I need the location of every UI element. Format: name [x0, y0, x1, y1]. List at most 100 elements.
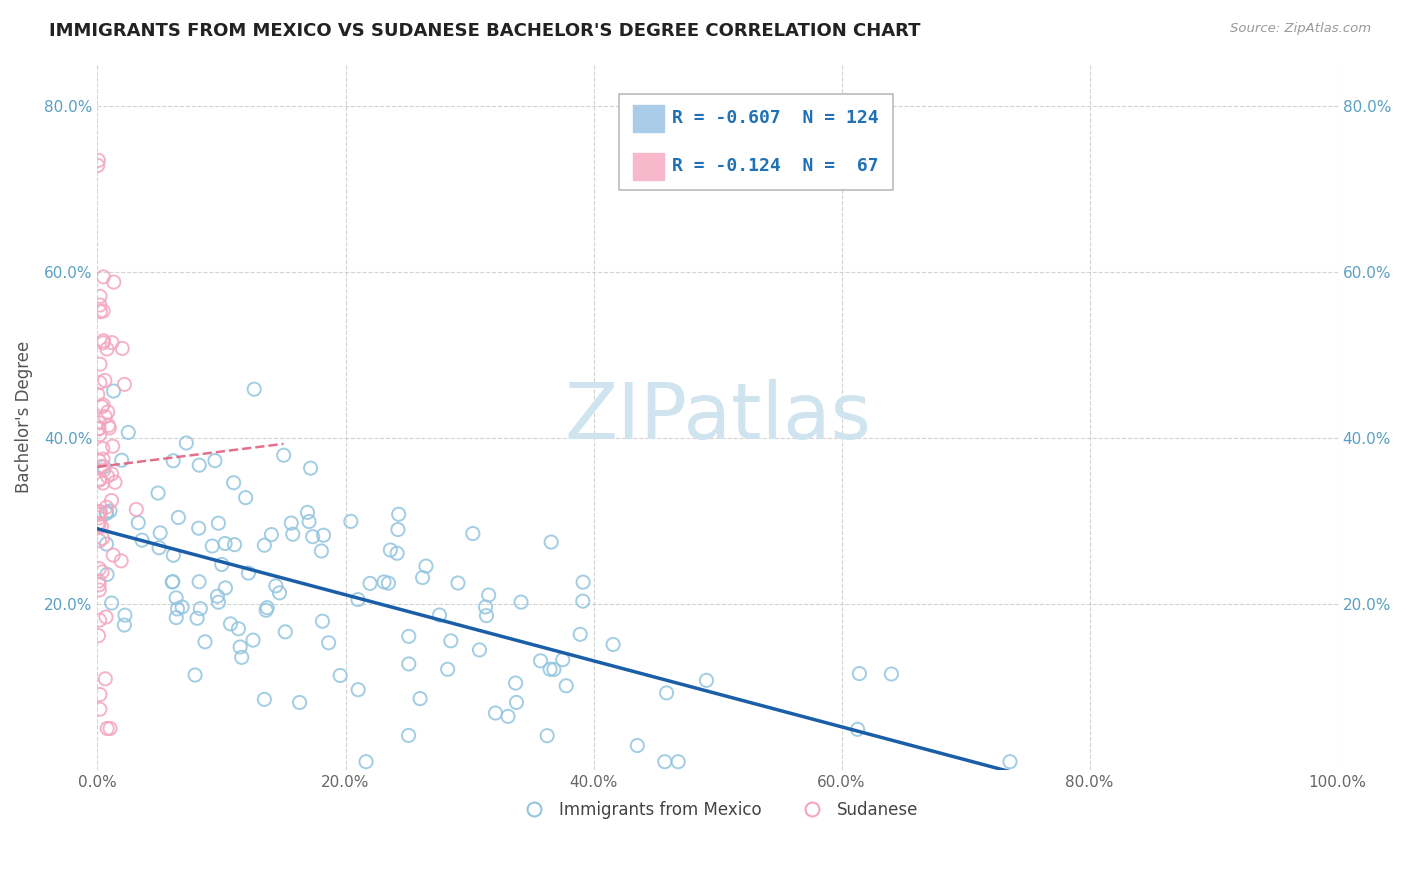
Point — [188, 458, 211, 472]
Point — [281, 527, 304, 541]
Text: R = -0.124  N =  67: R = -0.124 N = 67 — [672, 157, 879, 175]
Point — [211, 558, 233, 572]
Point — [626, 739, 648, 753]
Point — [301, 530, 323, 544]
Point — [373, 574, 395, 589]
Point — [131, 533, 153, 548]
Point — [91, 335, 114, 350]
Point — [551, 652, 574, 666]
Point — [468, 643, 491, 657]
Point — [543, 663, 565, 677]
Point — [93, 269, 115, 284]
Point — [87, 158, 110, 172]
Point — [264, 579, 287, 593]
Point — [97, 418, 120, 433]
Point — [229, 640, 252, 654]
Point — [440, 633, 463, 648]
Point — [98, 421, 121, 435]
Point — [87, 454, 110, 468]
Point — [273, 448, 295, 462]
Point — [87, 574, 110, 588]
Point — [162, 574, 184, 589]
Point — [89, 357, 111, 371]
Point — [96, 722, 118, 736]
Point — [166, 602, 188, 616]
Point — [94, 610, 117, 624]
Point — [94, 374, 117, 388]
Point — [87, 518, 110, 533]
Legend: Immigrants from Mexico, Sudanese: Immigrants from Mexico, Sudanese — [510, 794, 925, 825]
Point — [354, 755, 377, 769]
Point — [398, 657, 420, 671]
Point — [96, 469, 118, 483]
Point — [214, 581, 236, 595]
Point — [312, 528, 335, 542]
Point — [475, 608, 498, 623]
Point — [429, 608, 451, 623]
Point — [388, 508, 411, 522]
Point — [880, 667, 903, 681]
Point — [89, 702, 111, 716]
Point — [101, 335, 124, 350]
Text: ZIPatlas: ZIPatlas — [564, 379, 872, 455]
Point — [505, 676, 527, 690]
Point — [207, 595, 229, 609]
Point — [89, 504, 111, 518]
Point — [91, 304, 114, 318]
Point — [311, 544, 333, 558]
Point — [87, 422, 110, 436]
Point — [204, 453, 226, 467]
Point — [93, 334, 115, 348]
Point — [555, 679, 578, 693]
Point — [655, 686, 678, 700]
Point — [540, 535, 562, 549]
Point — [666, 755, 689, 769]
Point — [228, 622, 250, 636]
Point — [207, 589, 229, 603]
Point — [89, 562, 111, 576]
Point — [103, 275, 125, 289]
Point — [398, 728, 420, 742]
Point — [90, 459, 112, 474]
Point — [89, 289, 111, 303]
Point — [222, 475, 245, 490]
Point — [288, 696, 311, 710]
Point — [340, 515, 363, 529]
Point — [112, 377, 135, 392]
Point — [474, 599, 496, 614]
Point — [89, 473, 111, 487]
Point — [100, 596, 122, 610]
Point — [87, 511, 110, 525]
Point — [359, 576, 381, 591]
Point — [260, 527, 283, 541]
Point — [87, 629, 110, 643]
Point — [89, 582, 111, 597]
Point — [87, 387, 110, 401]
Y-axis label: Bachelor's Degree: Bachelor's Degree — [15, 341, 32, 493]
Point — [89, 508, 111, 522]
Point — [103, 384, 125, 398]
Point — [347, 592, 370, 607]
Point — [461, 526, 484, 541]
Point — [94, 409, 117, 424]
Point — [207, 516, 229, 531]
Point — [253, 692, 276, 706]
Point — [89, 427, 111, 442]
Point — [447, 576, 470, 591]
Point — [167, 510, 190, 524]
Point — [90, 400, 112, 414]
Point — [91, 531, 114, 545]
Point — [98, 504, 121, 518]
Point — [280, 516, 302, 530]
Point — [97, 405, 120, 419]
Point — [231, 650, 253, 665]
Point — [380, 543, 402, 558]
Point — [96, 342, 118, 356]
Point — [93, 463, 115, 477]
Point — [103, 548, 125, 562]
Point — [505, 695, 527, 709]
Point — [998, 755, 1021, 769]
Point — [89, 688, 111, 702]
Point — [98, 722, 121, 736]
Point — [572, 594, 595, 608]
